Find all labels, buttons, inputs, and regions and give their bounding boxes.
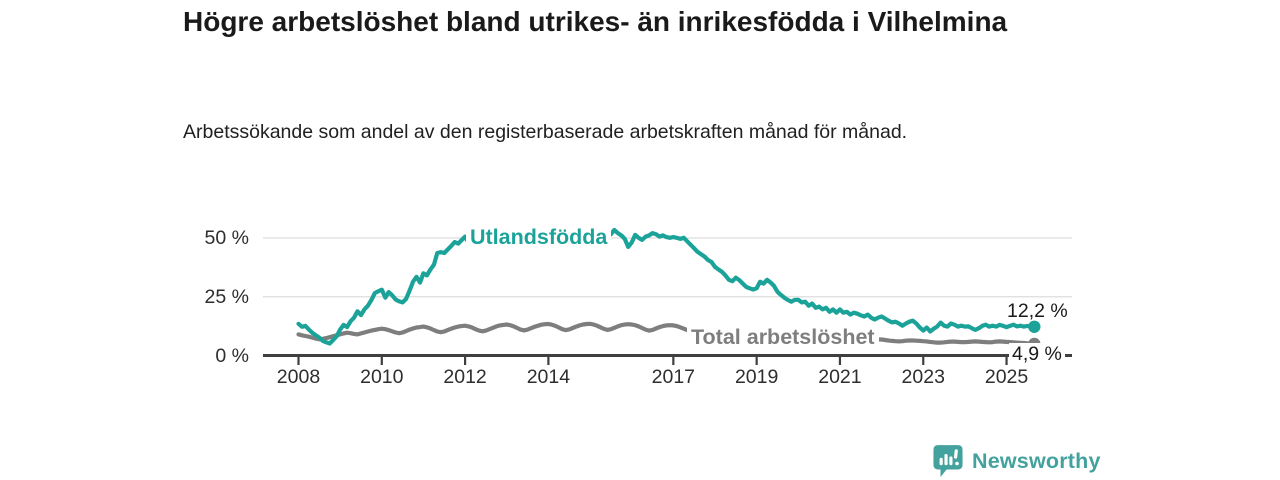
chart-title: Högre arbetslöshet bland utrikes- än inr…	[183, 6, 1008, 37]
chart-subtitle: Arbetssökande som andel av den registerb…	[183, 121, 908, 143]
newsworthy-logo: Newsworthy	[933, 444, 1101, 478]
newsworthy-logo-icon	[933, 445, 963, 477]
logo-bubble-shape	[933, 445, 963, 477]
newsworthy-logo-text: Newsworthy	[972, 448, 1101, 473]
